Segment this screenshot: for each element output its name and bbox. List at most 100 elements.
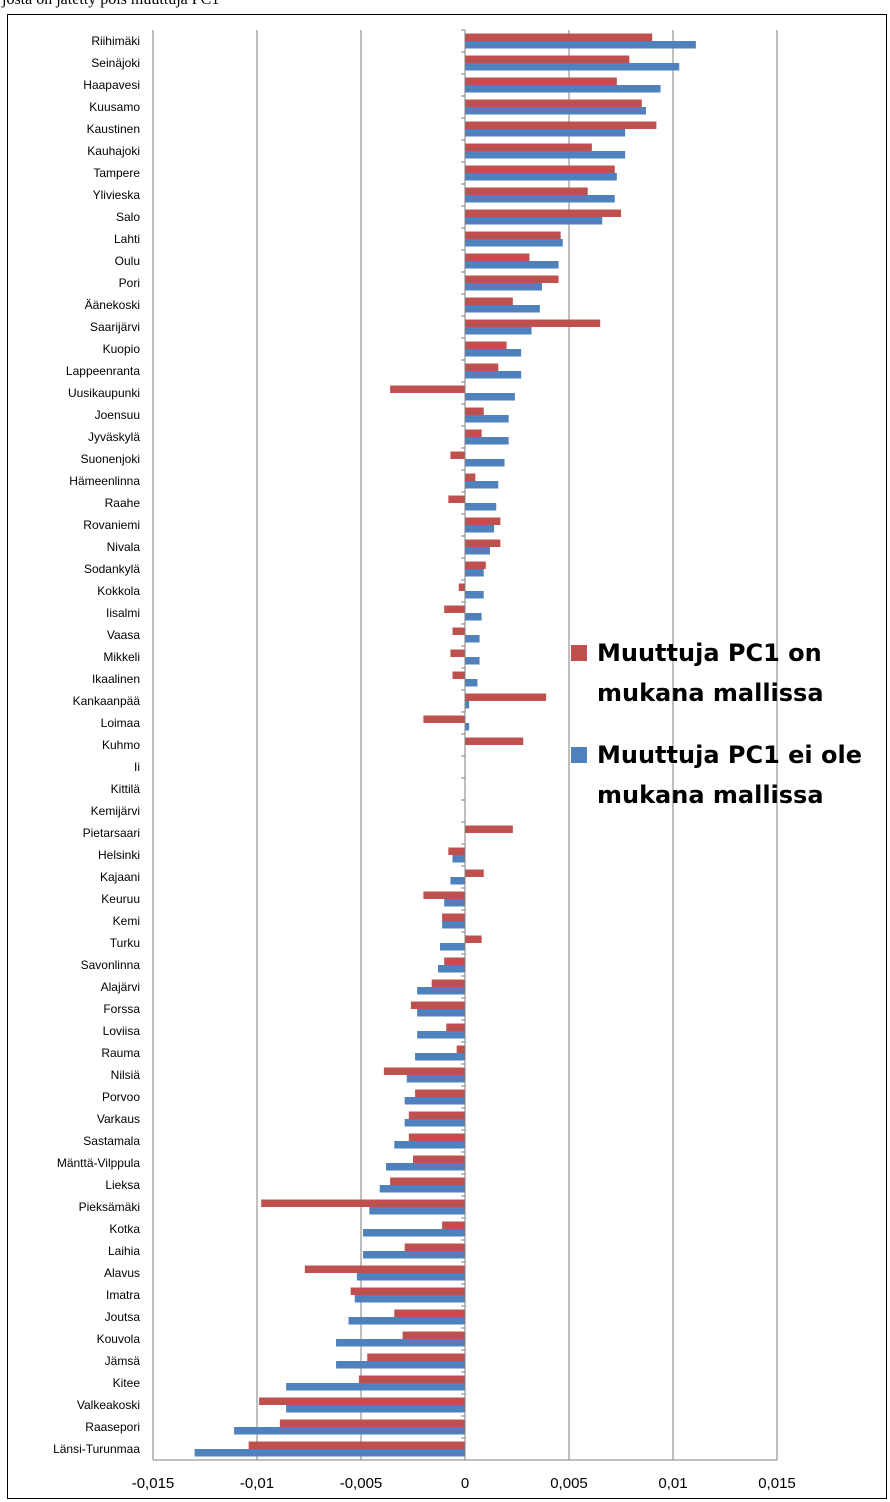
bar-without-pc1 (465, 151, 626, 159)
category-label: Laihia (108, 1244, 140, 1258)
bar-with-pc1 (442, 913, 465, 921)
category-label: Savonlinna (81, 958, 141, 972)
bar-without-pc1 (465, 569, 484, 577)
bar-without-pc1 (465, 129, 626, 137)
bar-with-pc1 (465, 341, 507, 349)
category-label: Hämeenlinna (69, 474, 140, 488)
category-label: Kuusamo (89, 100, 140, 114)
bar-without-pc1 (286, 1383, 465, 1391)
bar-with-pc1 (465, 209, 621, 217)
category-label: Uusikaupunki (68, 386, 140, 400)
bar-with-pc1 (465, 55, 630, 63)
category-label: Mikkeli (103, 650, 140, 664)
bar-with-pc1 (465, 231, 561, 239)
bar-without-pc1 (465, 437, 509, 445)
category-label: Lieksa (105, 1178, 140, 1192)
category-label: Kemi (113, 914, 140, 928)
bar-with-pc1 (444, 957, 465, 965)
category-label: Kaustinen (87, 122, 140, 136)
bar-without-pc1 (465, 635, 480, 643)
category-label: Ikaalinen (92, 672, 140, 686)
bar-with-pc1 (465, 693, 547, 701)
bar-with-pc1 (450, 649, 465, 657)
axis (153, 29, 777, 1461)
bar-with-pc1 (410, 1001, 465, 1009)
category-label: Kankaanpää (73, 694, 141, 708)
category-label: Kuhmo (102, 738, 140, 752)
bar-with-pc1 (383, 1067, 465, 1075)
legend-label: mukana mallissa (597, 781, 824, 809)
bar-without-pc1 (465, 283, 542, 291)
bar-without-pc1 (465, 349, 522, 357)
category-label: Kemijärvi (91, 804, 140, 818)
category-label: Lahti (114, 232, 140, 246)
bar-with-pc1 (465, 143, 592, 151)
bar-without-pc1 (336, 1361, 465, 1369)
category-label: Keuruu (101, 892, 140, 906)
category-label: Iisalmi (106, 606, 140, 620)
bar-without-pc1 (356, 1273, 465, 1281)
category-label: Raahe (105, 496, 141, 510)
category-label: Joensuu (95, 408, 140, 422)
bar-without-pc1 (465, 393, 515, 401)
bar-with-pc1 (394, 1309, 465, 1317)
category-label: Alajärvi (101, 980, 140, 994)
bar-with-pc1 (404, 1243, 465, 1251)
category-label: Alavus (104, 1266, 140, 1280)
category-label: Varkaus (97, 1112, 140, 1126)
bar-with-pc1 (465, 737, 524, 745)
bar-without-pc1 (354, 1295, 465, 1303)
bar-with-pc1 (465, 539, 501, 547)
bar-with-pc1 (465, 319, 601, 327)
bar-with-pc1 (279, 1419, 465, 1427)
bar-without-pc1 (465, 41, 696, 49)
category-label: Länsi-Turunmaa (53, 1442, 140, 1456)
bar-with-pc1 (423, 891, 465, 899)
bar-without-pc1 (465, 525, 495, 533)
x-tick-label: -0,005 (340, 1475, 383, 1492)
bar-without-pc1 (286, 1405, 465, 1413)
bar-with-pc1 (465, 825, 513, 833)
category-label: Mänttä-Vilppula (57, 1156, 140, 1170)
bar-with-pc1 (465, 99, 642, 107)
category-label: Sastamala (83, 1134, 140, 1148)
category-label: Kauhajoki (87, 144, 140, 158)
bar-without-pc1 (465, 547, 490, 555)
bar-without-pc1 (465, 63, 680, 71)
category-label: Kouvola (97, 1332, 141, 1346)
bar-without-pc1 (440, 943, 465, 951)
legend-label: Muuttuja PC1 ei ole (597, 741, 862, 769)
bar-without-pc1 (465, 701, 470, 709)
bar-with-pc1 (465, 187, 588, 195)
bar-with-pc1 (304, 1265, 465, 1273)
x-tick-label: 0,015 (758, 1475, 796, 1492)
category-label: Loviisa (103, 1024, 141, 1038)
bar-without-pc1 (465, 173, 617, 181)
bar-with-pc1 (465, 363, 499, 371)
bar-with-pc1 (465, 935, 482, 943)
bar-without-pc1 (437, 965, 465, 973)
x-tick-label: 0 (461, 1475, 469, 1492)
bar-without-pc1 (465, 459, 505, 467)
bar-with-pc1 (452, 671, 465, 679)
bar-with-pc1 (358, 1375, 465, 1383)
chart-frame (7, 14, 887, 1499)
category-label: Kittilä (111, 782, 141, 796)
category-label: Riihimäki (91, 34, 140, 48)
bar-without-pc1 (394, 1141, 465, 1149)
bar-without-pc1 (465, 195, 615, 203)
bar-without-pc1 (465, 107, 646, 115)
x-tick-label: -0,015 (132, 1475, 175, 1492)
bar-without-pc1 (465, 327, 532, 335)
legend: Muuttuja PC1 on mukana mallissa Muuttuja P… (571, 639, 862, 809)
bar-with-pc1 (452, 627, 465, 635)
bar-with-pc1 (415, 1089, 465, 1097)
bar-with-pc1 (402, 1331, 465, 1339)
bar-with-pc1 (446, 1023, 465, 1031)
bar-without-pc1 (234, 1427, 465, 1435)
bar-without-pc1 (465, 85, 661, 93)
category-label: Forssa (103, 1002, 140, 1016)
bar-with-pc1 (248, 1441, 465, 1449)
bar-without-pc1 (465, 239, 563, 247)
bar-with-pc1 (465, 869, 484, 877)
